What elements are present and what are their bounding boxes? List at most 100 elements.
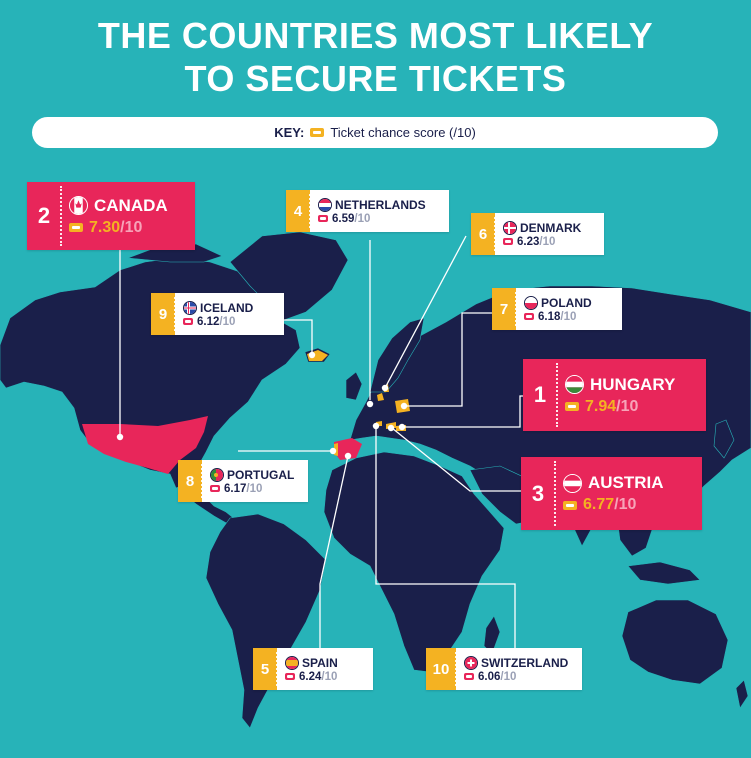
country-name: AUSTRIA [588,473,664,492]
ticket-icon [563,500,577,510]
score-denominator: /10 [500,670,517,683]
rank-number: 4 [286,190,311,232]
ticket-icon [285,673,295,680]
hungary-connector [402,395,523,428]
austria-connector [391,427,521,492]
key-label: KEY: [274,125,305,140]
netherlands-flag-icon [318,197,332,212]
score-denominator: /10 [219,315,236,328]
score-denominator: /10 [321,670,338,683]
score-value: 6.12 [197,315,220,328]
portugal-flag-icon [210,467,224,482]
rank-number: 9 [151,293,176,335]
denmark-flag-icon [503,220,517,235]
austria-flag-icon [563,473,582,493]
uk-landmass [345,371,363,401]
legend-key: KEY: Ticket chance score (/10) [32,117,718,148]
country-card-spain: 5 SPAIN 6.24/10 [253,648,373,690]
usa-highlight [82,416,208,474]
hungary-flag-icon [565,375,584,394]
country-name: PORTUGAL [227,467,295,482]
ticket-icon [310,128,325,137]
iceland-flag-icon [183,300,197,315]
rank-number: 7 [492,288,517,330]
spain-highlight [334,438,362,460]
africa-landmass [323,451,505,673]
netherlands-highlight [377,393,384,401]
rank-number: 5 [253,648,278,690]
score-value: 6.59 [332,212,355,225]
country-card-canada: 2 CANADA 7.30/10 [27,182,195,250]
madagascar-landmass [483,615,501,655]
connector-dots [116,351,408,460]
title-line-2: TO SECURE TICKETS [184,58,567,99]
switzerland-connector [375,426,516,648]
spain-connector [319,455,349,648]
country-card-hungary: 1 HUNGARY 7.94/10 [523,359,706,431]
new-zealand-landmass [735,679,749,709]
ticket-icon [464,673,474,680]
rank-number: 10 [426,648,457,690]
ticket-icon [565,402,579,411]
title-line-1: THE COUNTRIES MOST LIKELY [97,15,654,56]
rank-number: 2 [27,182,62,250]
poland-flag-icon [524,295,538,310]
country-name: SWITZERLAND [481,655,569,670]
rank-number: 3 [521,457,556,530]
highlighted-countries [82,416,362,474]
country-card-austria: 3 AUSTRIA 6.77/10 [521,457,702,530]
score-denominator: /10 [354,212,371,225]
ticket-icon [183,318,193,325]
country-name: SPAIN [302,655,338,670]
country-name: HUNGARY [590,374,676,394]
key-text: Ticket chance score (/10) [330,125,476,140]
score-denominator: /10 [614,496,637,513]
country-name: ICELAND [200,300,254,315]
score-denominator: /10 [616,397,639,415]
canada-flag-icon [69,196,88,215]
denmark-connector [384,235,467,389]
score-value: 7.94 [585,397,617,415]
spain-flag-icon [285,655,299,670]
ticket-icon [318,215,328,222]
score-value: 7.30 [89,218,121,236]
score-denominator: /10 [120,218,143,236]
japan-landmass [713,419,735,459]
score-value: 6.17 [224,482,247,495]
scandinavia-landmass [369,317,425,393]
rank-number: 1 [523,359,558,431]
country-name: DENMARK [520,220,582,235]
score-value: 6.24 [299,670,322,683]
score-denominator: /10 [539,235,556,248]
ticket-icon [503,238,513,245]
country-card-poland: 7 POLAND 6.18/10 [492,288,622,330]
rank-number: 6 [471,213,496,255]
iceland-connector [284,319,313,354]
switzerland-flag-icon [464,655,478,670]
ticket-icon [69,223,83,232]
score-value: 6.18 [538,310,561,323]
score-value: 6.23 [517,235,540,248]
south-america-landmass [205,513,327,729]
page-title: THE COUNTRIES MOST LIKELY TO SECURE TICK… [0,14,751,100]
country-name: NETHERLANDS [335,197,426,212]
score-denominator: /10 [246,482,263,495]
score-denominator: /10 [560,310,577,323]
rank-number: 8 [178,460,203,502]
country-card-denmark: 6 DENMARK 6.23/10 [471,213,604,255]
country-card-netherlands: 4 NETHERLANDS 6.59/10 [286,190,449,232]
country-card-iceland: 9 ICELAND 6.12/10 [151,293,284,335]
score-value: 6.77 [583,496,615,513]
country-name: POLAND [541,295,592,310]
indonesia-landmass [627,561,701,585]
ticket-icon [210,485,220,492]
australia-landmass [621,599,729,685]
country-card-portugal: 8 PORTUGAL 6.17/10 [178,460,308,502]
connector-lines [119,235,523,648]
country-name: CANADA [94,195,168,215]
ticket-icon [524,313,534,320]
poland-connector [404,312,492,407]
score-value: 6.06 [478,670,501,683]
country-card-switzerland: 10 SWITZERLAND 6.06/10 [426,648,582,690]
